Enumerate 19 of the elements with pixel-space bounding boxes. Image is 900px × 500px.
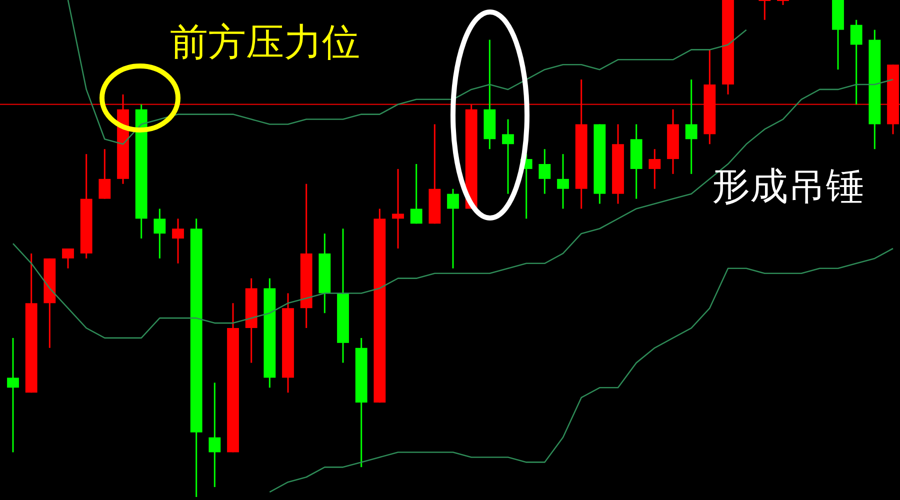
- annotation: 形成吊锤: [712, 164, 864, 208]
- candlestick: [502, 118, 514, 195]
- candlestick: [648, 148, 661, 190]
- candlestick: [850, 19, 862, 106]
- candlestick: [777, 0, 789, 6]
- candlestick: [98, 148, 111, 200]
- annotation: 前方压力位: [170, 20, 360, 64]
- candlestick: [7, 337, 19, 454]
- candlestick: [208, 382, 221, 488]
- candlestick: [758, 0, 771, 21]
- candlestick: [685, 78, 698, 175]
- candlestick: [557, 153, 569, 210]
- candlestick: [62, 248, 74, 270]
- candlestick: [172, 218, 184, 264]
- candlestick: [410, 163, 422, 224]
- candlestick: [538, 148, 551, 195]
- candlestick: [392, 168, 404, 250]
- candlestick: [447, 188, 459, 270]
- candlestick: [154, 208, 166, 260]
